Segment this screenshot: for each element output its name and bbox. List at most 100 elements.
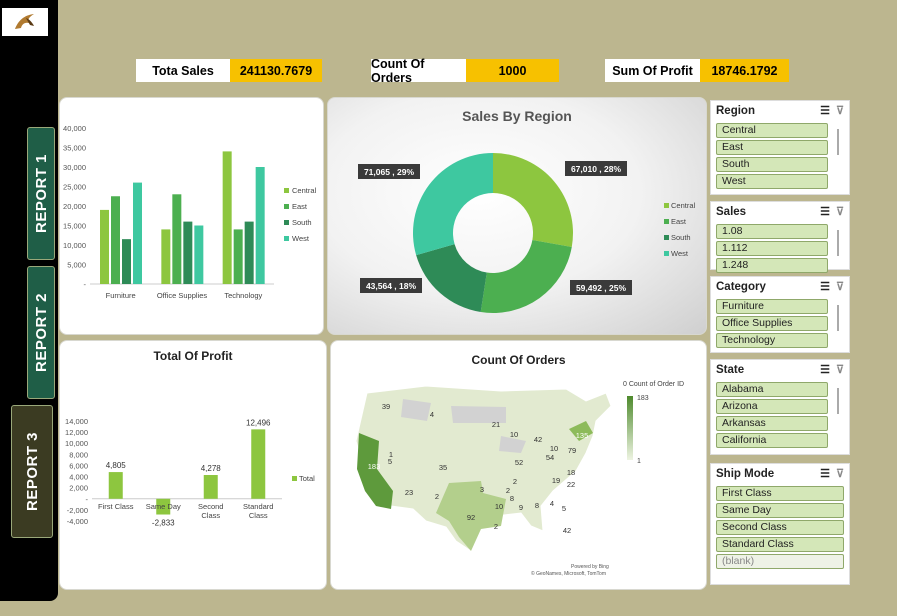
- slicer-ship-mode[interactable]: Ship Mode ☰ ⊽ First Class Same Day Second Cla…: [710, 463, 850, 585]
- slicer-item[interactable]: Same Day: [716, 503, 844, 518]
- map-legend-bar: [627, 396, 633, 460]
- multi-select-icon[interactable]: ☰: [820, 206, 830, 218]
- us-map-shape: [355, 385, 612, 552]
- legend-swatch: [664, 203, 669, 208]
- slicer-item[interactable]: 1.248: [716, 258, 828, 273]
- slicer-scrollbar[interactable]: [837, 305, 839, 331]
- slicer-item[interactable]: Alabama: [716, 382, 828, 397]
- map-title: Count Of Orders: [471, 353, 566, 367]
- slicer-item[interactable]: Office Supplies: [716, 316, 828, 331]
- clear-filter-icon[interactable]: ⊽: [835, 105, 844, 117]
- clear-filter-icon[interactable]: ⊽: [835, 206, 844, 218]
- gray-states: [401, 399, 526, 453]
- multi-select-icon[interactable]: ☰: [820, 281, 830, 293]
- bar-east: [172, 194, 182, 284]
- kpi-value: 1000: [466, 59, 559, 82]
- bar-chart-svg: 40,000 35,000 30,000 25,000 20,000 15,000 10,0…: [63, 124, 316, 300]
- kpi-sum-profit: Sum Of Profit 18746.1792: [605, 59, 789, 82]
- multi-select-icon[interactable]: ☰: [820, 105, 830, 117]
- clear-filter-icon[interactable]: ⊽: [835, 468, 844, 480]
- y-tick-label: 25,000: [63, 183, 86, 192]
- slicer-item[interactable]: (blank): [716, 554, 844, 569]
- slicer-item[interactable]: Central: [716, 123, 828, 138]
- state-count-label: 92: [467, 513, 475, 522]
- state-count-label: 1: [389, 450, 393, 459]
- x-category-label: Standard: [243, 502, 273, 511]
- sales-by-region-panel: Sales By Region 67,010 , 28% 59,492 , 25%…: [327, 97, 707, 335]
- slicer-item[interactable]: Technology: [716, 333, 828, 348]
- profit-chart-svg: 14,000 12,000 10,000 8,000 6,000 4,000 2,000 - -…: [65, 417, 315, 528]
- legend-label: West: [671, 249, 689, 258]
- slicer-scrollbar[interactable]: [837, 129, 839, 155]
- state-count-label: 39: [382, 402, 390, 411]
- bar-east: [233, 229, 243, 284]
- x-category-label: Furniture: [106, 291, 136, 300]
- state-count-label: 52: [515, 458, 523, 467]
- slicer-item[interactable]: California: [716, 433, 828, 448]
- legend-swatch: [284, 204, 289, 209]
- logo: [2, 8, 48, 36]
- slicer-header: Region ☰ ⊽: [711, 101, 849, 121]
- x-category-label: Second: [198, 502, 223, 511]
- multi-select-icon[interactable]: ☰: [820, 468, 830, 480]
- slicer-item[interactable]: Standard Class: [716, 537, 844, 552]
- multi-select-icon[interactable]: ☰: [820, 364, 830, 376]
- x-category-label: Class: [201, 511, 220, 520]
- report-2-button[interactable]: REPORT 2: [27, 266, 55, 399]
- slicer-scrollbar[interactable]: [837, 388, 839, 414]
- profit-bar: [108, 472, 123, 499]
- profit-title: Total Of Profit: [153, 349, 233, 363]
- state-count-label: 2: [435, 492, 439, 501]
- slicer-title: Ship Mode: [716, 468, 775, 480]
- slicer-item[interactable]: Arkansas: [716, 416, 828, 431]
- slicer-category[interactable]: Category ☰ ⊽ Furniture Office Supplies Techno…: [710, 276, 850, 353]
- slicer-region[interactable]: Region ☰ ⊽ Central East South West: [710, 100, 850, 195]
- y-tick-label: 6,000: [69, 461, 88, 470]
- slicer-item[interactable]: West: [716, 174, 828, 189]
- slicer-header: Ship Mode ☰ ⊽: [711, 464, 849, 484]
- slicer-state[interactable]: State ☰ ⊽ Alabama Arizona Arkansas California: [710, 359, 850, 455]
- bar-east: [111, 196, 120, 284]
- report-3-button[interactable]: REPORT 3: [11, 405, 53, 538]
- slicer-scrollbar[interactable]: [837, 230, 839, 256]
- slicer-item[interactable]: Furniture: [716, 299, 828, 314]
- slicer-item[interactable]: 1.08: [716, 224, 828, 239]
- slicer-item[interactable]: First Class: [716, 486, 844, 501]
- total-profit-panel: Total Of Profit 14,000 12,000 10,000 8,000 6…: [59, 340, 327, 590]
- state-count-label: 2: [494, 522, 498, 531]
- state-count-label: 5: [562, 504, 566, 513]
- state-count-label: 42: [563, 526, 571, 535]
- bar-central: [222, 151, 232, 284]
- state-count-label: 35: [439, 463, 447, 472]
- x-category-label: Class: [249, 511, 268, 520]
- slicer-sales[interactable]: Sales ☰ ⊽ 1.08 1.112 1.248: [710, 201, 850, 273]
- y-tick-label: 10,000: [63, 241, 86, 250]
- slicer-item[interactable]: 1.112: [716, 241, 828, 256]
- report-1-label: REPORT 1: [32, 153, 50, 234]
- slice-west: [413, 153, 493, 256]
- slicer-item[interactable]: East: [716, 140, 828, 155]
- bar-south: [244, 221, 254, 284]
- slicer-item[interactable]: South: [716, 157, 828, 172]
- state-count-label: 8: [510, 494, 514, 503]
- legend-swatch: [292, 476, 297, 481]
- state-count-label: 19: [552, 476, 560, 485]
- legend-label: Central: [671, 201, 696, 210]
- state-count-label: 23: [405, 488, 413, 497]
- report-1-button[interactable]: REPORT 1: [27, 127, 55, 260]
- clear-filter-icon[interactable]: ⊽: [835, 364, 844, 376]
- data-label-box: 59,492 , 25%: [570, 280, 632, 295]
- profit-data-label: 4,278: [201, 464, 222, 473]
- bar-west: [194, 225, 204, 284]
- bar-west: [133, 182, 142, 284]
- profit-bar: [251, 429, 266, 499]
- data-label-bg: [360, 278, 422, 293]
- slicer-header: State ☰ ⊽: [711, 360, 849, 380]
- slicer-item[interactable]: Second Class: [716, 520, 844, 535]
- state-count-label: 2: [506, 486, 510, 495]
- slice-south: [416, 244, 487, 313]
- y-tick-label: -: [84, 280, 87, 289]
- slicer-item[interactable]: Arizona: [716, 399, 828, 414]
- clear-filter-icon[interactable]: ⊽: [835, 281, 844, 293]
